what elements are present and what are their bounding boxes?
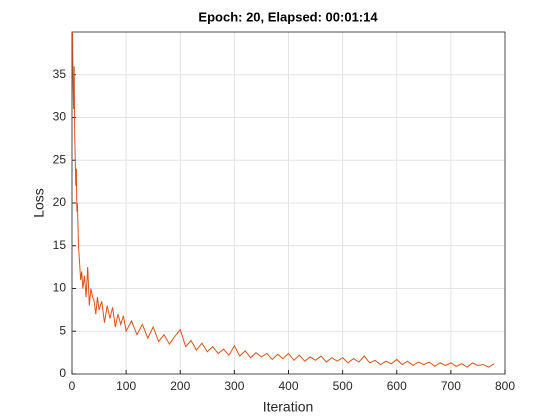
- x-tick-label: 700: [441, 379, 461, 393]
- y-tick-label: 10: [53, 281, 67, 295]
- y-tick-label: 30: [53, 110, 67, 124]
- y-tick-label: 5: [59, 323, 66, 337]
- x-tick-label: 0: [69, 379, 76, 393]
- chart-title: Epoch: 20, Elapsed: 00:01:14: [198, 9, 378, 24]
- y-tick-label: 15: [53, 238, 67, 252]
- y-axis-label: Loss: [31, 188, 47, 218]
- x-tick-label: 200: [170, 379, 190, 393]
- y-tick-label: 35: [53, 67, 67, 81]
- x-tick-label: 500: [333, 379, 353, 393]
- axes-box: [71, 31, 506, 375]
- x-tick-label: 600: [387, 379, 407, 393]
- loss-line: [72, 31, 495, 368]
- x-tick-label: 100: [116, 379, 136, 393]
- y-tick-label: 20: [53, 195, 67, 209]
- y-tick-label: 25: [53, 152, 67, 166]
- x-axis-label: Iteration: [263, 399, 314, 415]
- x-tick-label: 400: [278, 379, 298, 393]
- x-tick-label: 800: [495, 379, 515, 393]
- x-tick-label: 300: [224, 379, 244, 393]
- y-tick-label: 0: [59, 366, 66, 380]
